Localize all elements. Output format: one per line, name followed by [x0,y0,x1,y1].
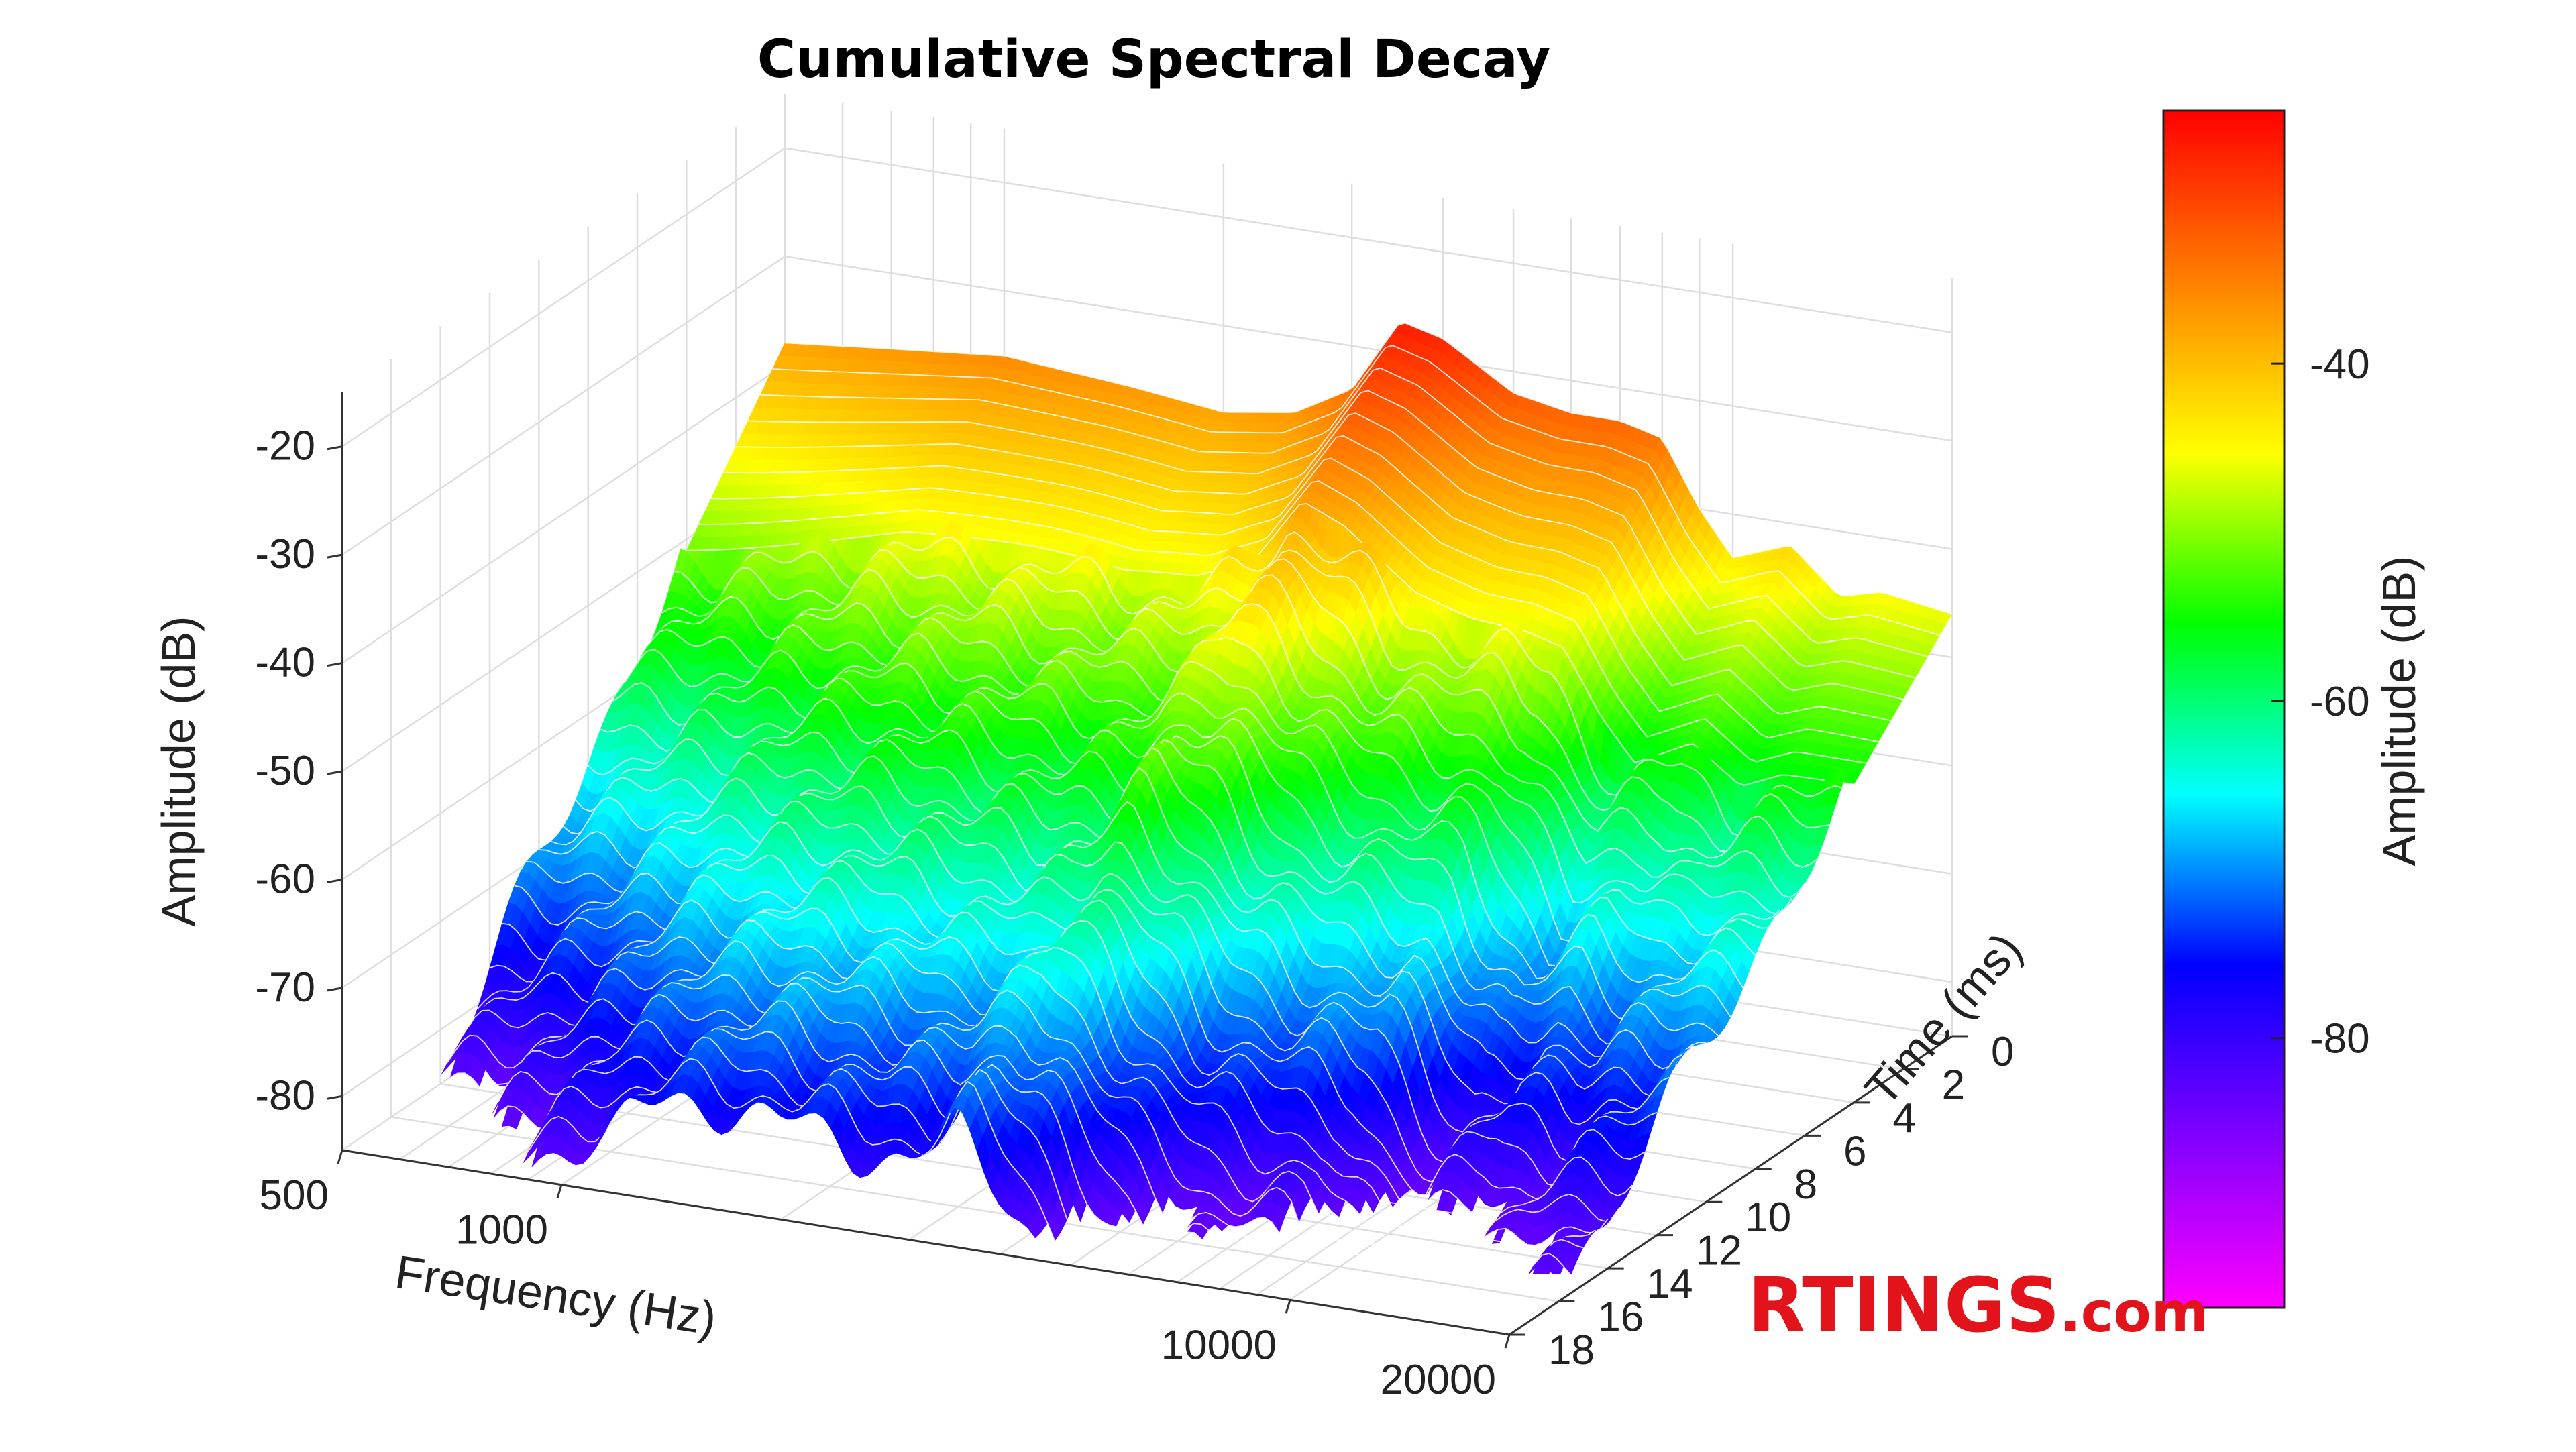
decay-surface [441,323,1952,1286]
back-wall-grid [785,148,1952,333]
chart-title: Cumulative Spectral Decay [757,30,1550,90]
side-wall-grid [342,148,785,447]
